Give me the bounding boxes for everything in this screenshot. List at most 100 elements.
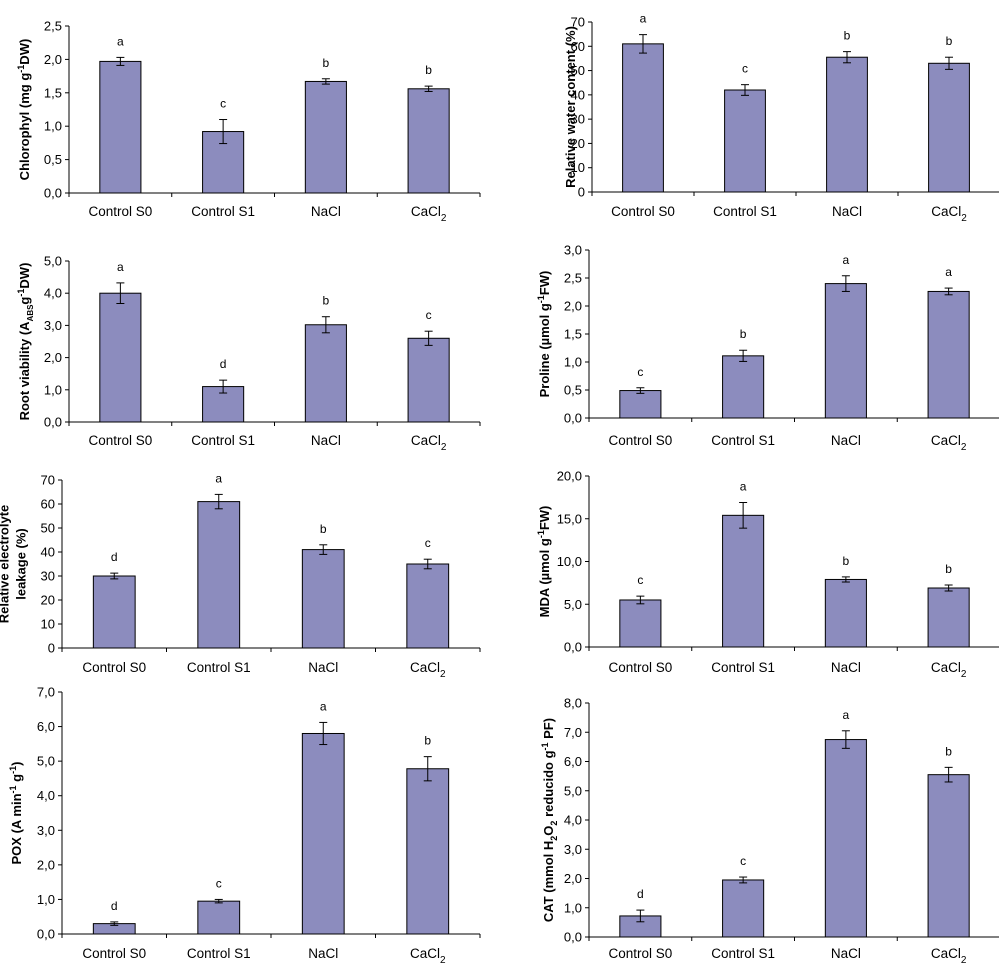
bar	[407, 88, 450, 194]
y-tick-label: 0,5	[564, 383, 582, 398]
error-bar	[116, 282, 125, 305]
category-label: NaCl	[311, 204, 341, 219]
y-tick-label: 70	[571, 15, 585, 30]
error-bar	[214, 493, 223, 510]
category-label: Control S1	[191, 433, 255, 448]
error-bar	[423, 558, 432, 570]
significance-letter: b	[945, 562, 952, 576]
bar	[824, 578, 867, 648]
chart-electrolyte-leakage: 0 10 20 30 40 50 60 70 d Control S0 a Control S1 b Na…	[0, 471, 481, 680]
bar	[301, 549, 345, 649]
significance-letter: a	[117, 34, 124, 48]
significance-letter: b	[945, 744, 952, 758]
error-bar	[739, 349, 748, 362]
y-tick-label: 10,0	[557, 554, 582, 569]
significance-letter: c	[425, 536, 431, 550]
bar	[622, 43, 664, 193]
significance-letter: c	[637, 365, 643, 379]
bar	[826, 56, 868, 193]
y-tick-label: 10	[41, 617, 55, 632]
y-axis-label-line: leakage (%)	[14, 528, 29, 600]
chart-cat: 0,0 1,0 2,0 3,0 4,0 5,0 6,0 7,0 8,0 d Control S0 c C…	[540, 696, 999, 966]
error-bar	[319, 721, 328, 746]
bar	[99, 292, 142, 423]
category-label: Control S0	[608, 660, 672, 675]
bar	[724, 89, 766, 193]
bar	[406, 768, 450, 935]
y-tick-label: 10	[571, 160, 585, 175]
y-tick-label: 6,0	[564, 754, 582, 769]
y-tick-label: 0,0	[44, 186, 62, 201]
error-bar	[424, 330, 433, 346]
y-axis-label: Relative water content (%)	[563, 26, 578, 188]
significance-letter: b	[424, 734, 431, 748]
y-tick-label: 1,5	[564, 327, 582, 342]
y-tick-label: 50	[41, 521, 55, 536]
y-tick-label: 3,0	[564, 243, 582, 258]
bar	[301, 732, 345, 935]
category-label: CaCl2	[411, 204, 447, 224]
bar	[722, 514, 765, 648]
error-bar	[843, 51, 851, 64]
significance-letter: c	[740, 854, 746, 868]
category-label: Control S1	[711, 660, 775, 675]
bar	[407, 337, 450, 423]
y-axis-label: Root viability (AABSg-1DW)	[16, 263, 35, 421]
category-label: CaCl2	[410, 660, 446, 680]
bar	[92, 575, 136, 649]
error-bar	[945, 56, 953, 70]
y-tick-label: 0	[578, 185, 585, 200]
chart-chlorophyll: 0,0 0,5 1,0 1,5 2,0 2,5 a Control S0 c Control S1…	[16, 19, 481, 224]
category-label: CaCl2	[931, 204, 967, 224]
category-label: NaCl	[832, 204, 862, 219]
category-label: Control S1	[187, 660, 251, 675]
y-tick-label: 0,0	[564, 930, 582, 945]
significance-letter: a	[320, 699, 327, 713]
category-label: Control S0	[608, 946, 672, 961]
error-bar	[639, 34, 647, 54]
category-label: Control S1	[187, 946, 251, 961]
y-tick-label: 2,0	[37, 857, 55, 872]
error-bar	[321, 316, 330, 334]
y-tick-label: 7,0	[37, 685, 55, 700]
y-tick-label: 30	[41, 569, 55, 584]
category-label: CaCl2	[410, 946, 446, 966]
category-label: Control S0	[611, 204, 675, 219]
category-label: CaCl2	[931, 946, 967, 966]
significance-letter: c	[637, 573, 643, 587]
y-tick-label: 0,5	[44, 152, 62, 167]
y-axis-label: Chlorophyl (mg g-1DW)	[16, 39, 32, 181]
significance-letter: b	[323, 56, 330, 70]
y-tick-label: 1,0	[564, 355, 582, 370]
error-bar	[944, 584, 953, 592]
error-bar	[841, 576, 850, 583]
bar	[304, 324, 347, 423]
significance-letter: d	[220, 357, 227, 371]
error-bar	[321, 78, 330, 85]
bar	[197, 900, 241, 935]
significance-letter: d	[111, 550, 118, 564]
significance-letter: a	[843, 253, 850, 267]
y-tick-label: 2,5	[44, 19, 62, 34]
y-tick-label: 1,0	[37, 892, 55, 907]
y-tick-label: 1,5	[44, 85, 62, 100]
significance-letter: d	[111, 899, 118, 913]
y-tick-label: 0,0	[564, 411, 582, 426]
error-bar	[214, 898, 223, 904]
significance-letter: c	[216, 876, 222, 890]
significance-letter: a	[640, 12, 647, 26]
y-tick-label: 3,0	[44, 318, 62, 333]
error-bar	[636, 909, 645, 923]
y-tick-label: 15,0	[557, 511, 582, 526]
y-tick-label: 7,0	[564, 725, 582, 740]
y-tick-label: 4,0	[564, 813, 582, 828]
bar	[619, 390, 662, 419]
chart-pox: 0,0 1,0 2,0 3,0 4,0 5,0 6,0 7,0 d Control S0 c Cont…	[8, 685, 481, 966]
significance-letter: a	[215, 471, 222, 485]
y-tick-label: 30	[571, 112, 585, 127]
category-label: NaCl	[308, 946, 338, 961]
error-bar	[219, 379, 228, 394]
bar	[824, 283, 867, 419]
error-bar	[110, 921, 119, 926]
y-tick-label: 5,0	[564, 783, 582, 798]
